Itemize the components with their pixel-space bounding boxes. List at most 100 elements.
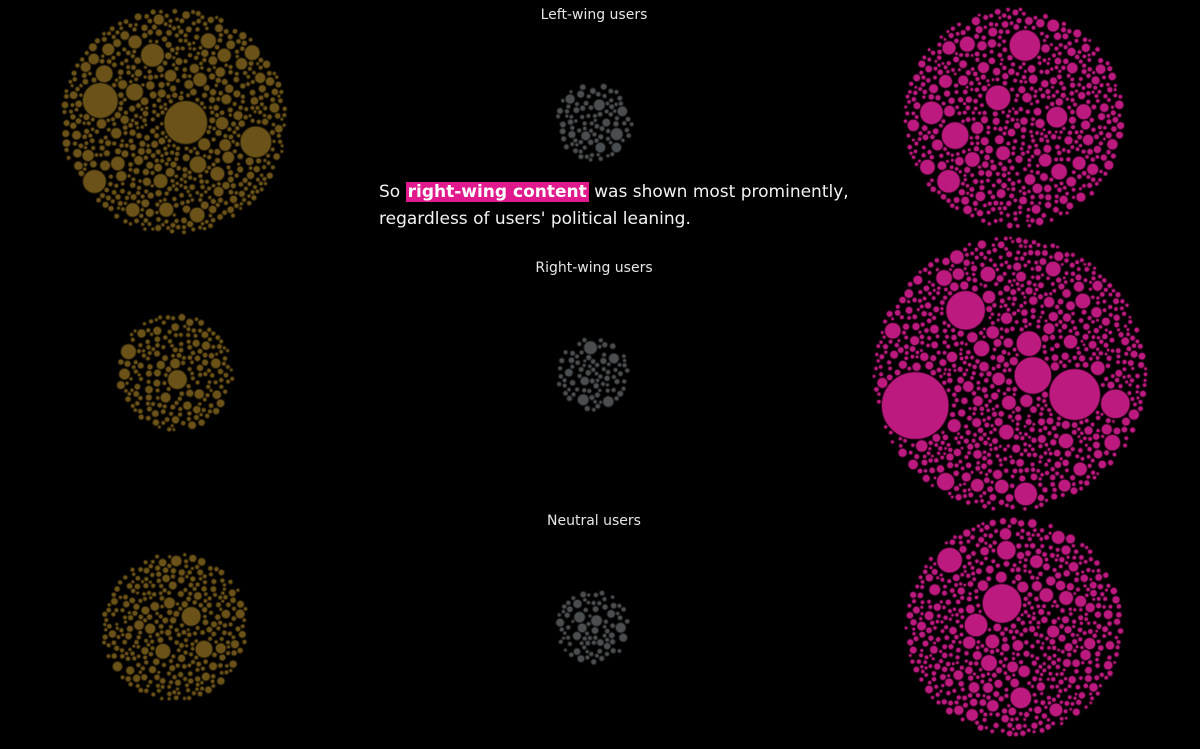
bubble (993, 236, 999, 242)
bubble (1031, 729, 1037, 735)
bubble (207, 408, 213, 415)
bubble (101, 36, 108, 43)
bubble (1053, 448, 1062, 458)
bubble (1051, 52, 1057, 59)
bubble (1091, 632, 1098, 639)
bubble (146, 363, 154, 371)
bubble (592, 605, 600, 613)
bubble (561, 636, 566, 641)
bubble (974, 76, 981, 82)
bubble (132, 328, 138, 334)
bubble (878, 339, 884, 345)
bubble (1023, 557, 1029, 563)
bubble (119, 188, 126, 195)
bubble (277, 97, 284, 104)
bubble (986, 485, 995, 494)
bubble (1018, 631, 1025, 638)
bubble (198, 61, 204, 66)
bubble (995, 317, 1001, 323)
bubble (1071, 555, 1078, 561)
bubble (1099, 412, 1105, 417)
bubble (228, 112, 233, 118)
bubble (1009, 482, 1016, 489)
bubble (1024, 418, 1033, 426)
bubble (585, 354, 593, 361)
bubble (1098, 140, 1104, 147)
bubble (165, 29, 173, 37)
bubble (964, 104, 972, 112)
bubble (949, 164, 955, 170)
bubble (1088, 691, 1093, 697)
bubble (945, 150, 951, 157)
bubble (136, 372, 142, 378)
bubble (929, 619, 936, 626)
bubble (157, 81, 166, 89)
bubble (202, 579, 208, 585)
bubble (615, 622, 627, 634)
bubble (954, 51, 959, 57)
bubble (624, 367, 631, 374)
bubble (969, 87, 975, 92)
bubble (214, 44, 221, 51)
bubble (106, 127, 112, 133)
bubble (960, 716, 966, 723)
bubble (161, 380, 168, 386)
bubble (212, 65, 217, 70)
bubble (584, 649, 590, 654)
bubble (979, 411, 985, 417)
bubble (1013, 97, 1019, 104)
bubble (133, 217, 140, 224)
bubble (125, 665, 135, 676)
bubble (594, 653, 600, 659)
row-label: Neutral users (547, 513, 641, 529)
bubble (222, 388, 228, 395)
bubble (965, 461, 973, 469)
bubble (1066, 61, 1079, 75)
bubble (89, 160, 98, 169)
bubble (953, 71, 958, 77)
bubble (909, 658, 916, 665)
bubble (954, 618, 961, 625)
bubble (563, 611, 571, 619)
bubble (992, 722, 1000, 729)
bubble (986, 82, 991, 88)
bubble (921, 88, 928, 96)
bubble (1129, 377, 1135, 384)
bubble (192, 146, 197, 151)
bubble (997, 659, 1004, 665)
bubble (1035, 216, 1045, 227)
bubble (594, 141, 607, 154)
bubble (603, 619, 609, 625)
bubble (616, 603, 623, 609)
bubble (203, 189, 209, 195)
bubble (570, 595, 576, 601)
bubble (1033, 147, 1042, 157)
bubble (1064, 560, 1070, 566)
bubble (163, 21, 169, 27)
bubble (995, 570, 1008, 584)
bubble (252, 109, 258, 114)
bubble (975, 645, 981, 651)
bubble (1104, 362, 1112, 369)
bubble (1029, 472, 1039, 482)
bubble (944, 540, 949, 546)
bubble (1074, 453, 1081, 460)
bubble (1046, 610, 1052, 616)
bubble (162, 566, 170, 574)
bubble (281, 112, 288, 118)
bubble (958, 482, 963, 488)
bubble (953, 37, 960, 45)
bubble (942, 583, 948, 590)
bubble (1029, 653, 1035, 659)
bubble (1066, 40, 1073, 47)
bubble (263, 92, 270, 99)
bubble (159, 604, 165, 610)
bubble (78, 83, 84, 88)
bubble (981, 52, 988, 59)
bubble (584, 654, 591, 661)
bubble (199, 680, 205, 686)
bubble (991, 437, 999, 445)
bubble (142, 217, 149, 224)
bubble (1054, 303, 1061, 310)
bubble (1054, 470, 1060, 477)
